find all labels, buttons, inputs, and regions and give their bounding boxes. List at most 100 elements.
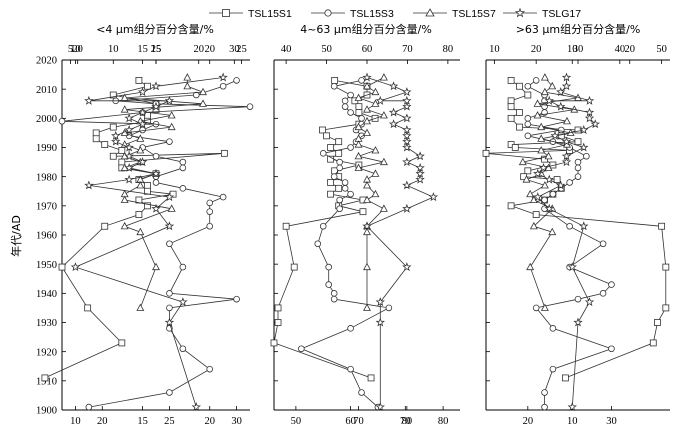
data-point — [355, 103, 363, 111]
legend: TSL15S1 TSL15S3 TSL15S7 TSLG17 — [209, 7, 581, 20]
data-point — [319, 126, 326, 134]
top-tick-label: 20 — [204, 44, 215, 55]
y-tick-label: 1930 — [36, 318, 57, 329]
data-point — [58, 117, 66, 125]
data-point — [70, 262, 81, 272]
data-point — [537, 122, 546, 131]
data-point — [567, 402, 577, 412]
data-point — [371, 87, 380, 96]
data-point — [199, 99, 207, 107]
series-line-tsl15s7 — [123, 77, 204, 309]
y-tick-label: 2020 — [36, 56, 57, 67]
data-point — [341, 103, 349, 110]
top-tick-label: 60 — [362, 44, 373, 55]
data-point — [402, 157, 412, 167]
data-point — [137, 107, 148, 117]
bottom-tick-label: 30 — [231, 416, 242, 427]
data-point — [540, 73, 549, 81]
y-axis-title: 年代/AD — [9, 215, 23, 257]
data-point — [84, 180, 94, 190]
data-point — [120, 140, 129, 148]
data-point — [219, 193, 227, 201]
data-point — [206, 208, 214, 215]
top-tick-label: 30 — [573, 44, 584, 55]
legend-label: TSLG17 — [542, 8, 581, 20]
data-point — [354, 163, 363, 171]
top-tick-label: 20 — [72, 44, 83, 55]
data-point — [136, 134, 145, 142]
data-point — [544, 95, 554, 105]
data-point — [544, 163, 553, 171]
bottom-tick-label: 10 — [70, 416, 81, 427]
data-point — [120, 195, 129, 203]
data-point — [325, 281, 333, 288]
y-tick-label: 2000 — [36, 114, 57, 125]
data-point — [101, 222, 109, 230]
data-point — [354, 140, 363, 148]
data-point — [579, 125, 589, 134]
data-point — [183, 81, 192, 90]
data-point — [550, 130, 560, 140]
top-tick-label: 5 — [68, 44, 73, 55]
data-point — [152, 179, 160, 186]
data-point — [548, 227, 557, 236]
y-tick-label: 1970 — [36, 201, 57, 212]
data-point — [524, 82, 532, 90]
data-point — [347, 91, 354, 99]
data-point — [511, 144, 519, 151]
data-point — [164, 192, 175, 202]
y-tick-label: 1980 — [36, 172, 57, 183]
data-point — [375, 95, 385, 105]
data-point — [358, 115, 365, 122]
data-point — [561, 72, 572, 82]
data-point — [537, 146, 546, 154]
data-point — [330, 290, 338, 297]
data-point — [166, 304, 173, 312]
data-point — [507, 97, 515, 105]
data-point — [574, 138, 582, 146]
data-point — [84, 95, 94, 105]
data-point — [533, 111, 542, 119]
data-point — [137, 87, 148, 97]
data-point — [347, 109, 354, 116]
data-point — [529, 221, 538, 230]
data-point — [367, 374, 375, 382]
data-point — [574, 164, 582, 172]
data-point — [379, 204, 388, 212]
data-point — [548, 81, 557, 90]
data-point — [274, 304, 282, 312]
data-point — [336, 196, 343, 204]
data-point — [574, 173, 582, 180]
data-point — [218, 72, 228, 82]
data-point — [179, 158, 187, 166]
top-tick-label: 10 — [567, 44, 578, 55]
data-point — [109, 91, 117, 99]
data-point — [144, 182, 151, 189]
bottom-tick-label: 80 — [438, 416, 449, 427]
bottom-tick-label: 60 — [345, 416, 356, 427]
data-point — [363, 262, 371, 271]
data-point — [371, 99, 380, 107]
data-point — [561, 81, 572, 91]
data-point — [206, 199, 214, 207]
data-point — [298, 345, 305, 353]
data-point — [178, 297, 188, 307]
data-point — [135, 77, 143, 84]
data-point — [290, 263, 298, 271]
data-point — [573, 317, 583, 327]
data-point — [111, 136, 121, 146]
data-point — [388, 119, 399, 129]
data-point — [41, 374, 49, 382]
data-point — [233, 295, 240, 303]
y-tick-label: 2010 — [36, 85, 57, 96]
top-tick-label: 25 — [236, 44, 247, 55]
data-point — [164, 221, 175, 231]
data-point — [92, 135, 100, 143]
data-point — [164, 317, 175, 327]
data-point — [562, 116, 571, 125]
data-point — [85, 403, 93, 411]
data-point — [379, 73, 388, 81]
data-point — [233, 77, 240, 84]
data-point — [347, 144, 354, 151]
